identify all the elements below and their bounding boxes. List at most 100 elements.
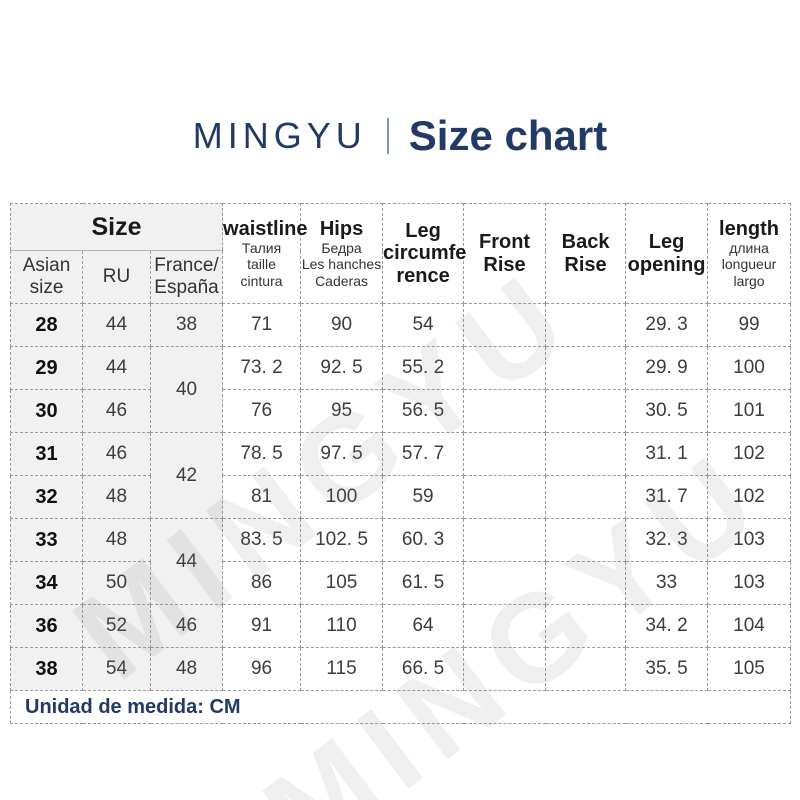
leg-circumference-cell: 59 (382, 475, 465, 519)
table-header: Size waistline Талия taille cintura Hips Бедра… (9, 203, 792, 304)
table-row-size-30: 30 46 76 95 56. 5 30. 5 101 (10, 389, 792, 433)
leg-opening-cell: 31. 1 (625, 432, 709, 476)
front-rise-cell (463, 389, 547, 433)
asian-size-cell: 31 (10, 432, 83, 476)
column-subtitle: длина longueur largo (721, 239, 777, 289)
waistline-cell: 73. 2 (222, 346, 302, 390)
column-title: length (719, 217, 780, 240)
header-group-row: Size waistline Талия taille cintura Hips Бедра… (9, 203, 792, 304)
title-divider (386, 118, 389, 154)
waistline-cell: 71 (222, 303, 302, 347)
asian-size-cell: 33 (10, 518, 83, 562)
column-header-ru: RU (82, 250, 151, 304)
size-table: Size waistline Талия taille cintura Hips Бедра… (9, 203, 792, 724)
back-rise-cell (545, 303, 627, 347)
front-rise-cell (463, 647, 547, 691)
hips-cell: 105 (300, 561, 384, 605)
leg-opening-cell: 32. 3 (625, 518, 709, 562)
asian-size-cell: 38 (10, 647, 83, 691)
back-rise-cell (545, 518, 627, 562)
leg-opening-cell: 29. 9 (625, 346, 709, 390)
ru-size-cell: 50 (82, 561, 151, 605)
length-cell: 99 (707, 303, 792, 347)
table-body: 28 44 38 71 90 54 29. 3 99 29 44 40 73. 2 92. 5 55. 2… (10, 303, 792, 691)
back-rise-cell (545, 432, 627, 476)
ru-size-cell: 44 (82, 303, 151, 347)
hips-cell: 90 (300, 303, 384, 347)
ru-size-cell: 48 (82, 518, 151, 562)
unit-note: Unidad de medida: CM (9, 690, 792, 724)
brand-logo-text: MINGYU (192, 115, 367, 156)
size-group-header: Size (9, 203, 224, 251)
table-row-size-38: 38 54 48 96 115 66. 5 35. 5 105 (10, 647, 792, 691)
table-footer: Unidad de medida: CM (9, 690, 792, 724)
waistline-cell: 86 (222, 561, 302, 605)
back-rise-cell (545, 475, 627, 519)
ru-size-cell: 46 (82, 432, 151, 476)
hips-cell: 92. 5 (300, 346, 384, 390)
back-rise-cell (545, 389, 627, 433)
header-sub-row: Asian size RU France/España (10, 250, 791, 304)
hips-cell: 97. 5 (300, 432, 384, 476)
column-title: Leg circumfe rence (383, 219, 467, 287)
ru-size-cell: 48 (82, 475, 151, 519)
leg-circumference-cell: 55. 2 (382, 346, 465, 390)
leg-circumference-cell: 54 (382, 303, 465, 347)
page-title: MINGYU Size chart (0, 112, 800, 160)
length-cell: 104 (707, 604, 792, 648)
front-rise-cell (463, 346, 547, 390)
front-rise-cell (463, 475, 547, 519)
asian-size-cell: 36 (10, 604, 83, 648)
hips-cell: 110 (300, 604, 384, 648)
leg-opening-cell: 31. 7 (625, 475, 709, 519)
front-rise-cell (463, 518, 547, 562)
table-row-size-29: 29 44 40 73. 2 92. 5 55. 2 29. 9 100 (10, 346, 792, 433)
column-header-leg-opening: Leg opening (625, 203, 709, 304)
ru-size-cell: 44 (82, 346, 151, 390)
length-cell: 103 (707, 518, 792, 562)
length-cell: 105 (707, 647, 792, 691)
france-spain-size-cell: 42 (149, 432, 224, 519)
waistline-cell: 81 (222, 475, 302, 519)
column-header-length: length длина longueur largo (707, 203, 792, 304)
table-row-size-28: 28 44 38 71 90 54 29. 3 99 (10, 303, 792, 347)
front-rise-cell (463, 561, 547, 605)
length-cell: 101 (707, 389, 792, 433)
back-rise-cell (545, 346, 627, 390)
asian-size-cell: 34 (10, 561, 83, 605)
table-row-size-32: 32 48 81 100 59 31. 7 102 (10, 475, 792, 519)
france-spain-size-cell: 40 (149, 346, 224, 433)
front-rise-cell (463, 604, 547, 648)
column-header-front-rise: Front Rise (463, 203, 547, 304)
column-title: Back Rise (561, 231, 610, 276)
column-title: Hips (319, 217, 364, 240)
leg-opening-cell: 34. 2 (625, 604, 709, 648)
france-spain-size-cell: 44 (149, 518, 224, 605)
france-spain-size-cell: 48 (149, 647, 224, 691)
column-header-hips: Hips Бедра Les hanches Caderas (300, 203, 384, 304)
unit-note-row: Unidad de medida: CM (9, 690, 792, 724)
table-row-size-31: 31 46 42 78. 5 97. 5 57. 7 31. 1 102 (10, 432, 792, 519)
waistline-cell: 96 (222, 647, 302, 691)
column-title: waistline (223, 217, 308, 240)
waistline-cell: 91 (222, 604, 302, 648)
front-rise-cell (463, 432, 547, 476)
asian-size-cell: 32 (10, 475, 83, 519)
length-cell: 100 (707, 346, 792, 390)
france-spain-size-cell: 38 (149, 303, 224, 347)
column-title: Leg opening (627, 231, 706, 276)
column-header-back-rise: Back Rise (545, 203, 627, 304)
france-spain-size-cell: 46 (149, 604, 224, 648)
back-rise-cell (545, 604, 627, 648)
ru-size-cell: 52 (82, 604, 151, 648)
leg-circumference-cell: 64 (382, 604, 465, 648)
page-title-text: Size chart (408, 112, 608, 159)
asian-size-cell: 29 (10, 346, 83, 390)
asian-size-cell: 30 (10, 389, 83, 433)
column-header-leg-circumference: Leg circumfe rence (382, 203, 467, 304)
ru-size-cell: 46 (82, 389, 151, 433)
hips-cell: 115 (300, 647, 384, 691)
hips-cell: 100 (300, 475, 384, 519)
leg-circumference-cell: 66. 5 (382, 647, 465, 691)
column-header-waistline: waistline Талия taille cintura (222, 203, 308, 304)
